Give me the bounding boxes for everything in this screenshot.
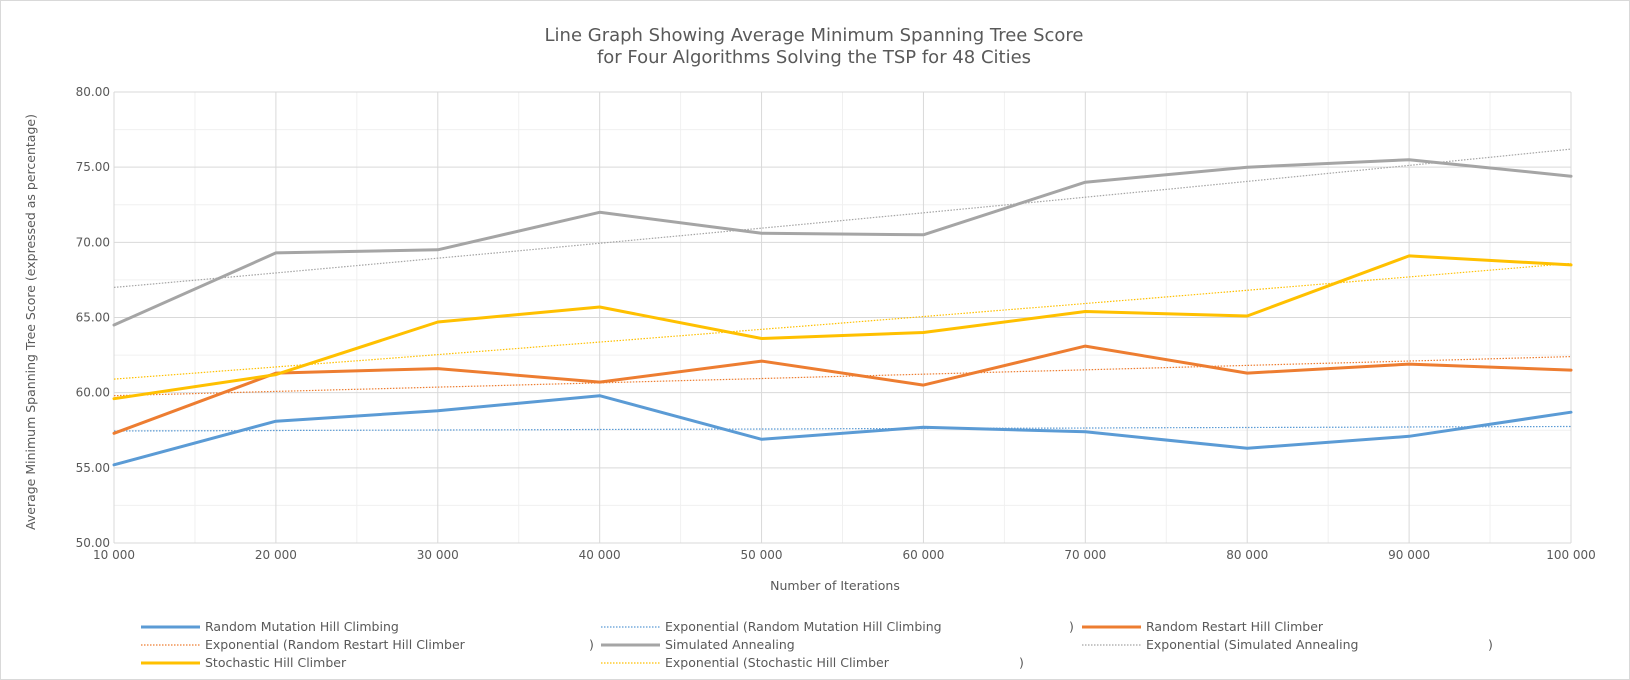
chart-title-line-2: for Four Algorithms Solving the TSP for … xyxy=(597,47,1031,68)
legend-label-closing: ) xyxy=(1019,655,1024,670)
y-axis-title: Average Minimum Spanning Tree Score (exp… xyxy=(23,114,38,530)
legend-label: Simulated Annealing xyxy=(665,637,795,652)
legend-label: Exponential (Random Mutation Hill Climbi… xyxy=(665,619,942,634)
trendlines xyxy=(113,148,1572,432)
y-tick-label: 60.00 xyxy=(76,386,110,400)
series-lines xyxy=(112,158,1573,467)
series-line xyxy=(112,344,1573,435)
x-tick-label: 80 000 xyxy=(1226,548,1268,562)
x-axis-ticks: 10 000 20 000 30 000 40 000 50 000 60 000 70 0… xyxy=(93,548,1596,562)
y-tick-label: 50.00 xyxy=(76,536,110,550)
legend: Random Mutation Hill Climbing Exponential… xyxy=(141,619,1493,670)
chart-title-line-1: Line Graph Showing Average Minimum Spann… xyxy=(545,25,1084,46)
x-tick-label: 30 000 xyxy=(417,548,459,562)
x-axis-title: Number of Iterations xyxy=(770,578,900,593)
y-tick-label: 55.00 xyxy=(76,461,110,475)
legend-label: Exponential (Simulated Annealing xyxy=(1146,637,1358,652)
legend-label-closing: ) xyxy=(1488,637,1493,652)
legend-label-closing: ) xyxy=(589,637,594,652)
legend-label: Exponential (Stochastic Hill Climber xyxy=(665,655,890,670)
legend-label: Stochastic Hill Climber xyxy=(205,655,347,670)
x-tick-label: 50 000 xyxy=(741,548,783,562)
y-axis-ticks: 50.00 55.00 60.00 65.00 70.00 75.00 80.00 xyxy=(76,85,110,550)
y-tick-label: 80.00 xyxy=(76,85,110,99)
trendline xyxy=(113,262,1572,380)
series-line xyxy=(112,394,1573,467)
x-tick-label: 60 000 xyxy=(902,548,944,562)
legend-label: Random Restart Hill Climber xyxy=(1146,619,1324,634)
legend-label: Exponential (Random Restart Hill Climber xyxy=(205,637,466,652)
x-tick-label: 20 000 xyxy=(255,548,297,562)
gridlines xyxy=(113,91,1572,544)
legend-label-closing: ) xyxy=(1069,619,1074,634)
y-tick-label: 70.00 xyxy=(76,235,110,249)
x-tick-label: 90 000 xyxy=(1388,548,1430,562)
x-tick-label: 70 000 xyxy=(1064,548,1106,562)
series-line xyxy=(112,254,1573,401)
series-line xyxy=(112,158,1573,327)
y-tick-label: 65.00 xyxy=(76,311,110,325)
trendline xyxy=(113,148,1572,288)
y-tick-label: 75.00 xyxy=(76,160,110,174)
x-tick-label: 40 000 xyxy=(579,548,621,562)
legend-label: Random Mutation Hill Climbing xyxy=(205,619,399,634)
x-tick-label: 100 000 xyxy=(1546,548,1596,562)
x-tick-label: 10 000 xyxy=(93,548,135,562)
